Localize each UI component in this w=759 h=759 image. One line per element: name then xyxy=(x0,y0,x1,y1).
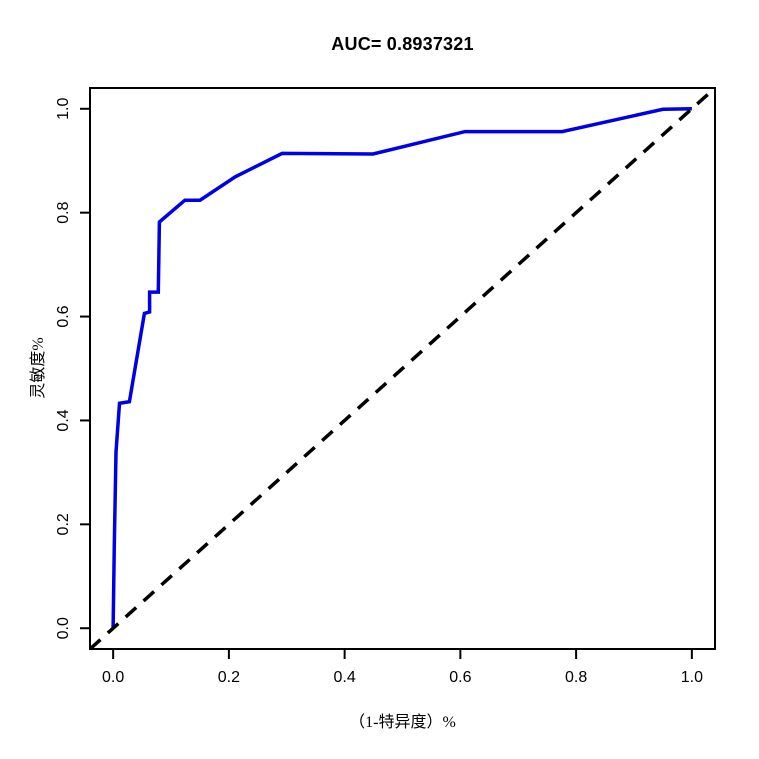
y-axis-label: 灵敏度% xyxy=(30,337,47,399)
x-axis-tick-label: 0.0 xyxy=(102,669,124,686)
x-axis-tick-label: 0.8 xyxy=(565,669,587,686)
x-axis-tick-label: 1.0 xyxy=(681,669,703,686)
x-axis-tick-label: 0.6 xyxy=(449,669,471,686)
y-axis-tick-label: 0.8 xyxy=(55,201,72,223)
y-axis-tick-label: 1.0 xyxy=(55,98,72,120)
y-axis-tick-label: 0.0 xyxy=(55,617,72,639)
x-axis-tick-label: 0.2 xyxy=(218,669,240,686)
y-axis-tick-label: 0.4 xyxy=(55,409,72,431)
y-axis-tick-label: 0.6 xyxy=(55,305,72,327)
reference-diagonal xyxy=(88,86,717,651)
x-axis-tick-label: 0.4 xyxy=(334,669,356,686)
x-axis-label: （1-特异度）% xyxy=(349,714,456,731)
chart-title: AUC= 0.8937321 xyxy=(331,34,474,54)
roc-curve xyxy=(111,107,692,629)
y-axis-tick-label: 0.2 xyxy=(55,513,72,535)
plot-border xyxy=(89,87,716,650)
